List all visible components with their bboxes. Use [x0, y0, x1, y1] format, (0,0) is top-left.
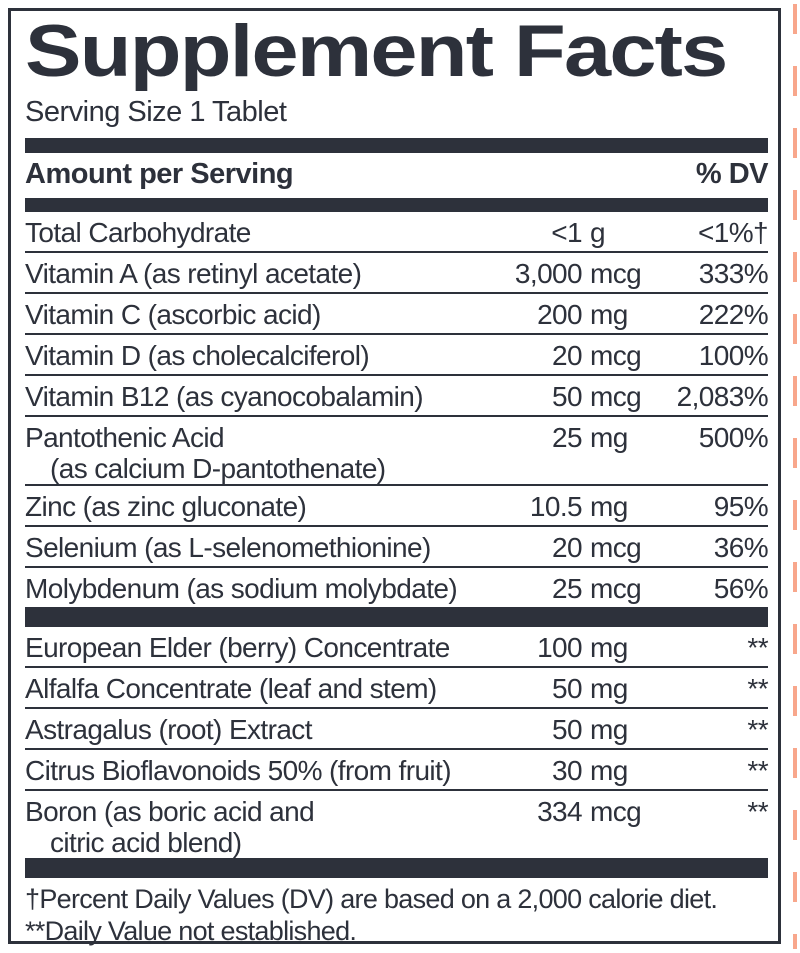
ingredient-name: Alfalfa Concentrate (leaf and stem) — [25, 673, 437, 705]
ingredient-amount: 20 mcg — [552, 340, 642, 372]
ingredient-dv: 2,083% — [676, 381, 769, 413]
ingredient-amount: 20 mcg — [552, 532, 642, 564]
footnote-daily-values: †Percent Daily Values (DV) are based on … — [25, 884, 718, 915]
ingredient-dv: 36% — [713, 532, 769, 564]
table-row: Total Carbohydrate <1 g <1%† — [25, 212, 769, 254]
ingredient-name: Astragalus (root) Extract — [25, 714, 312, 746]
table-row: Alfalfa Concentrate (leaf and stem) 50 mg… — [25, 668, 769, 710]
ingredient-dv: 95% — [713, 491, 769, 523]
section-divider-bar — [25, 607, 768, 628]
ingredient-amount: 334 mcg — [537, 796, 642, 828]
ingredient-amount: <1 g — [551, 217, 605, 249]
divider-bar-header — [25, 198, 768, 213]
ingredient-dv: 500% — [698, 422, 769, 454]
footnotes: †Percent Daily Values (DV) are based on … — [25, 878, 768, 947]
ingredient-name: European Elder (berry) Concentrate — [25, 632, 450, 664]
ingredient-dv: ** — [747, 673, 768, 705]
ingredient-name: Vitamin B12 (as cyanocobalamin) — [25, 381, 424, 413]
ingredient-dv: 333% — [698, 258, 769, 290]
divider-bar-top — [25, 138, 768, 154]
ingredient-name: Pantothenic Acid (as calcium D-pantothen… — [25, 422, 482, 484]
crop-mark-dashes — [793, 4, 797, 949]
table-row: Vitamin B12 (as cyanocobalamin) 50 mcg 2,… — [25, 376, 769, 418]
table-row: Boron (as boric acid and citric acid ble… — [25, 791, 769, 858]
ingredient-name: Vitamin D (as cholecalciferol) — [25, 340, 370, 372]
table-row: Vitamin D (as cholecalciferol) 20 mcg 100… — [25, 335, 769, 377]
ingredient-amount: 100 mg — [537, 632, 628, 664]
ingredient-dv: ** — [747, 632, 768, 664]
footnote-not-established: **Daily Value not established. — [25, 916, 357, 947]
ingredient-name: Vitamin A (as retinyl acetate) — [25, 258, 362, 290]
ingredient-amount: 50 mg — [552, 714, 628, 746]
table-row: European Elder (berry) Concentrate 100 mg… — [25, 627, 769, 669]
table-row: Citrus Bioflavonoids 50% (from fruit) 30… — [25, 750, 769, 792]
ingredient-amount: 10.5 mg — [529, 491, 628, 523]
ingredient-name: Zinc (as zinc gluconate) — [25, 491, 307, 523]
ingredient-amount: 25 mcg — [552, 573, 642, 605]
ingredient-amount: 3,000 mcg — [514, 258, 642, 290]
ingredient-name-wrap: (as calcium D-pantothenate) — [50, 453, 386, 485]
ingredient-name: Molybdenum (as sodium molybdate) — [25, 573, 458, 605]
table-row: Molybdenum (as sodium molybdate) 25 mcg 5… — [25, 568, 769, 607]
ingredient-amount: 50 mg — [552, 673, 628, 705]
footnote-divider-bar — [25, 858, 768, 879]
serving-size-text: Serving Size 1 Tablet — [25, 96, 287, 129]
supplement-facts-panel: Supplement Facts Serving Size 1 Tablet A… — [8, 8, 781, 947]
column-header-dv: % DV — [695, 158, 769, 191]
ingredient-amount: 30 mg — [552, 755, 628, 787]
ingredient-dv: 56% — [713, 573, 769, 605]
supplement-facts-title: Supplement Facts — [25, 11, 728, 92]
botanical-table: European Elder (berry) Concentrate 100 mg… — [25, 627, 769, 858]
ingredient-name: Total Carbohydrate — [25, 217, 251, 249]
ingredient-name: Selenium (as L-selenomethionine) — [25, 532, 431, 564]
ingredient-dv: ** — [747, 755, 768, 787]
column-header-row: Amount per Serving % DV — [25, 153, 769, 198]
ingredient-dv: ** — [747, 714, 768, 746]
ingredient-dv: <1%† — [698, 217, 769, 249]
ingredient-name: Citrus Bioflavonoids 50% (from fruit) — [25, 755, 452, 787]
table-row: Selenium (as L-selenomethionine) 20 mcg 3… — [25, 527, 769, 569]
table-row: Pantothenic Acid (as calcium D-pantothen… — [25, 417, 769, 487]
ingredient-name: Boron (as boric acid and citric acid ble… — [25, 796, 482, 858]
ingredient-name-wrap: citric acid blend) — [50, 827, 242, 859]
nutrient-table: Total Carbohydrate <1 g <1%† Vitamin A (a… — [25, 212, 769, 607]
ingredient-amount: 25 mg — [552, 422, 628, 454]
column-header-amount: Amount per Serving — [25, 158, 294, 191]
ingredient-amount: 50 mcg — [552, 381, 642, 413]
ingredient-amount: 200 mg — [537, 299, 628, 331]
table-row: Vitamin A (as retinyl acetate) 3,000 mcg … — [25, 253, 769, 295]
table-row: Vitamin C (ascorbic acid) 200 mg 222% — [25, 294, 769, 336]
ingredient-dv: 222% — [698, 299, 769, 331]
table-row: Zinc (as zinc gluconate) 10.5 mg 95% — [25, 486, 769, 528]
ingredient-dv: ** — [747, 796, 768, 828]
ingredient-name: Vitamin C (ascorbic acid) — [25, 299, 321, 331]
ingredient-dv: 100% — [698, 340, 769, 372]
table-row: Astragalus (root) Extract 50 mg ** — [25, 709, 769, 751]
